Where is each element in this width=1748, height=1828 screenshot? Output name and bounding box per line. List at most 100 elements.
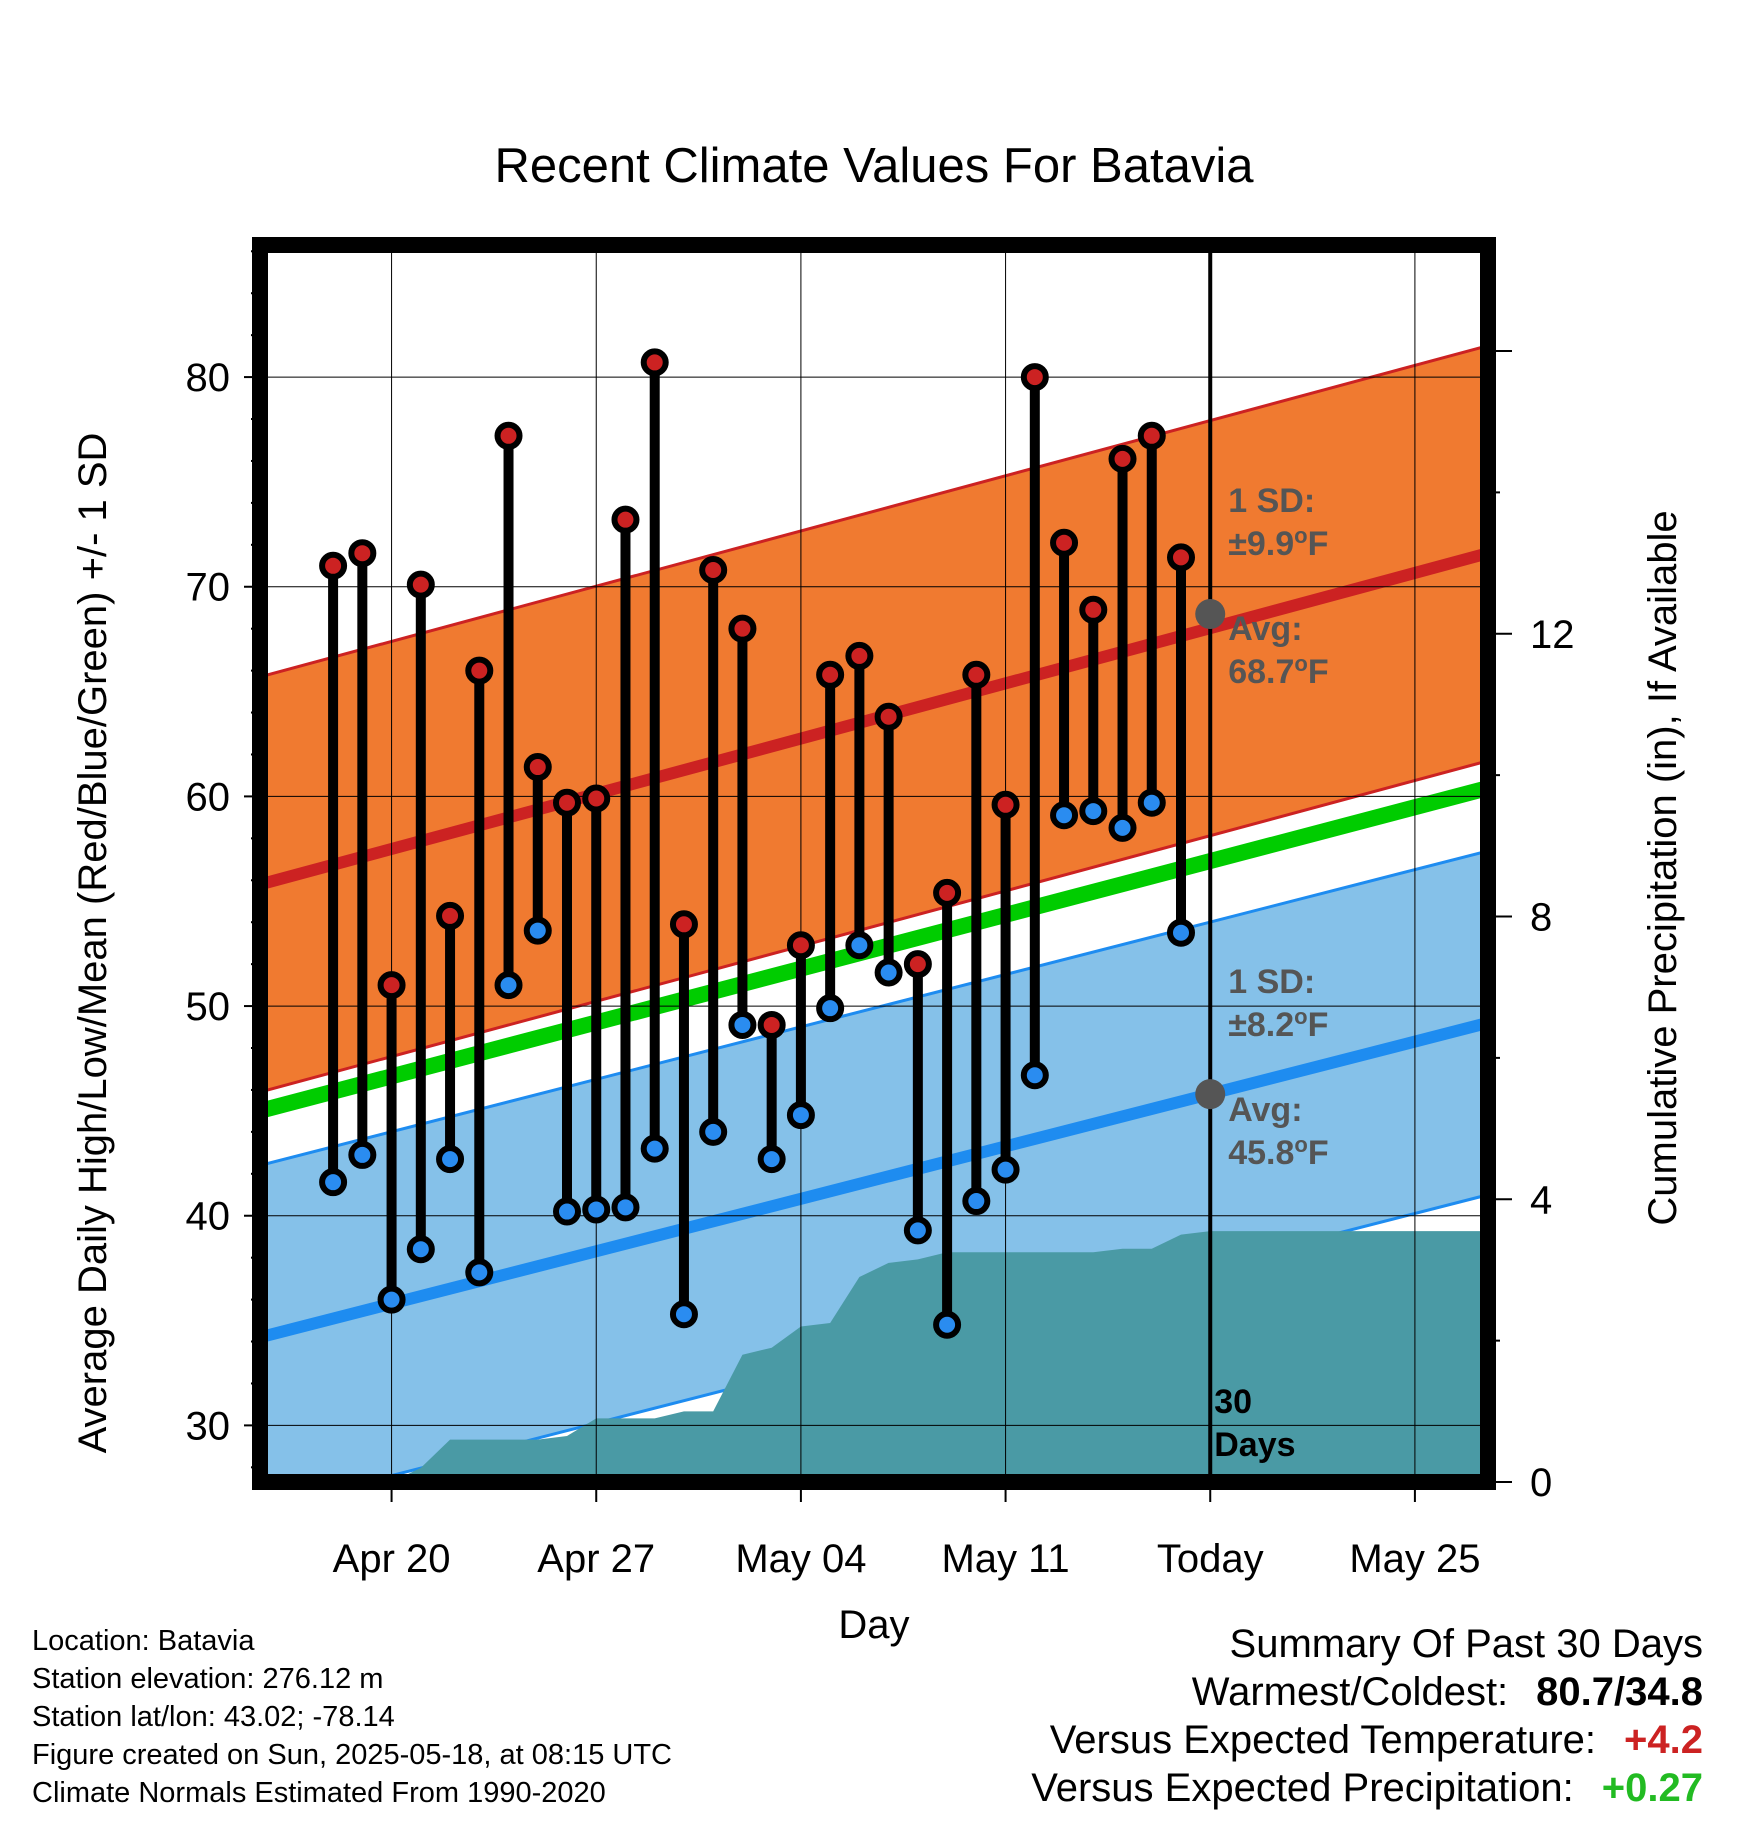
chart-title: Recent Climate Values For Batavia (495, 139, 1255, 193)
daily-low-point (845, 931, 874, 960)
temp-row: Versus Expected Temperature: +4.2 (1031, 1716, 1703, 1764)
y-tick-label: 40 (186, 1195, 231, 1239)
daily-high-point (816, 660, 845, 689)
daily-low-point (1108, 813, 1137, 842)
daily-low-point (319, 1168, 348, 1197)
daily-low-point (757, 1145, 786, 1174)
daily-high-point (845, 641, 874, 670)
y2-tick-label: 8 (1530, 896, 1552, 940)
daily-high-point (933, 878, 962, 907)
high-avg-value: 68.7oF (1228, 651, 1328, 691)
created-text: Figure created on Sun, 2025-05-18, at 08… (32, 1739, 672, 1771)
high-sd-label: 1 SD: (1228, 482, 1315, 520)
daily-low-point (553, 1197, 581, 1226)
y-tick-label: 80 (186, 356, 231, 400)
daily-low-point (669, 1300, 698, 1329)
daily-high-point (523, 753, 552, 782)
summary-heading: Summary Of Past 30 Days (1229, 1622, 1703, 1666)
daily-high-point (669, 910, 698, 939)
daily-high-point (436, 901, 465, 930)
y-tick-label: 60 (186, 775, 231, 819)
precip-value: +0.27 (1601, 1766, 1703, 1810)
daily-high-point (465, 656, 494, 685)
daily-low-point (1079, 797, 1108, 826)
daily-high-point (1167, 543, 1195, 572)
daily-high-point (611, 505, 640, 534)
precip-row: Versus Expected Precipitation: +0.27 (1031, 1764, 1703, 1812)
x-tick-label: May 04 (735, 1537, 866, 1581)
daily-high-point (1050, 528, 1079, 557)
daily-high-point (640, 348, 669, 377)
y2-tick-label: 4 (1530, 1178, 1552, 1222)
daily-low-point (991, 1155, 1020, 1184)
y-axis-label: Average Daily High/Low/Mean (Red/Blue/Gr… (71, 433, 115, 1454)
daily-low-point (1020, 1061, 1049, 1090)
daily-high-point (553, 788, 581, 817)
daily-low-point (611, 1193, 640, 1222)
low-upper-sd-line (260, 849, 1488, 1167)
daily-high-point (699, 555, 728, 584)
y-tick-label: 30 (186, 1404, 231, 1448)
low-sd-value: ±8.2oF (1228, 1004, 1328, 1044)
daily-high-point (582, 784, 611, 813)
y2-tick-label: 0 (1530, 1461, 1552, 1505)
daily-high-point (757, 1010, 786, 1039)
x-axis-label: Day (838, 1603, 909, 1647)
daily-high-point (1137, 421, 1166, 450)
daily-low-point (728, 1010, 757, 1039)
summary-panel: Summary Of Past 30 Days Warmest/Coldest:… (1031, 1620, 1703, 1812)
daily-low-point (436, 1145, 465, 1174)
precip-area (333, 1231, 1488, 1482)
daily-high-point (494, 421, 523, 450)
daily-low-point (962, 1187, 991, 1216)
low-avg-marker (1195, 1079, 1226, 1110)
low-avg-value: 45.8oF (1228, 1132, 1328, 1172)
daily-low-point (1050, 801, 1079, 830)
high-avg-label: Avg: (1228, 610, 1302, 648)
daily-low-point (816, 994, 845, 1023)
daily-high-point (1020, 363, 1049, 392)
low-sd-band (260, 850, 1488, 1482)
days-label: 30 (1214, 1383, 1252, 1421)
daily-high-point (319, 551, 348, 580)
daily-high-point (728, 614, 757, 643)
daily-low-point (1137, 788, 1166, 817)
daily-low-point (348, 1140, 377, 1169)
location-text: Location: Batavia (32, 1625, 255, 1657)
daily-low-point (903, 1216, 932, 1245)
x-tick-label: May 11 (941, 1537, 1069, 1581)
daily-high-point (874, 702, 903, 731)
daily-low-point (874, 958, 903, 987)
high-sd-value: ±9.9oF (1228, 523, 1328, 563)
warm-cold-row: Warmest/Coldest: 80.7/34.8 (1031, 1668, 1703, 1716)
daily-low-point (582, 1195, 611, 1224)
y2-tick-label: 12 (1530, 613, 1575, 657)
normals-text: Climate Normals Estimated From 1990-2020 (32, 1777, 606, 1809)
low-normal-line (260, 1017, 1488, 1344)
daily-low-point (699, 1117, 728, 1146)
x-tick-label: Apr 27 (537, 1537, 655, 1581)
station-info: Location: Batavia Station elevation: 276… (32, 1622, 672, 1812)
daily-low-point (786, 1101, 815, 1130)
warm-cold-value: 80.7/34.8 (1536, 1670, 1703, 1714)
high-lower-sd-line (260, 759, 1488, 1094)
mean-normal-line (260, 780, 1488, 1119)
daily-high-point (406, 570, 435, 599)
plot-frame (252, 237, 1496, 1490)
high-upper-sd-line (260, 344, 1488, 679)
daily-high-point (348, 539, 377, 568)
daily-high-point (1079, 595, 1108, 624)
elevation-text: Station elevation: 276.12 m (32, 1663, 384, 1695)
daily-high-point (962, 660, 991, 689)
warm-cold-label: Warmest/Coldest: (1191, 1670, 1509, 1714)
x-tick-label: May 25 (1349, 1537, 1480, 1581)
daily-low-point (933, 1310, 962, 1339)
daily-high-point (377, 971, 406, 1000)
daily-high-point (903, 950, 932, 979)
low-sd-label: 1 SD: (1228, 963, 1315, 1001)
temp-value: +4.2 (1624, 1718, 1703, 1762)
daily-high-point (786, 931, 815, 960)
low-avg-label: Avg: (1228, 1091, 1302, 1129)
